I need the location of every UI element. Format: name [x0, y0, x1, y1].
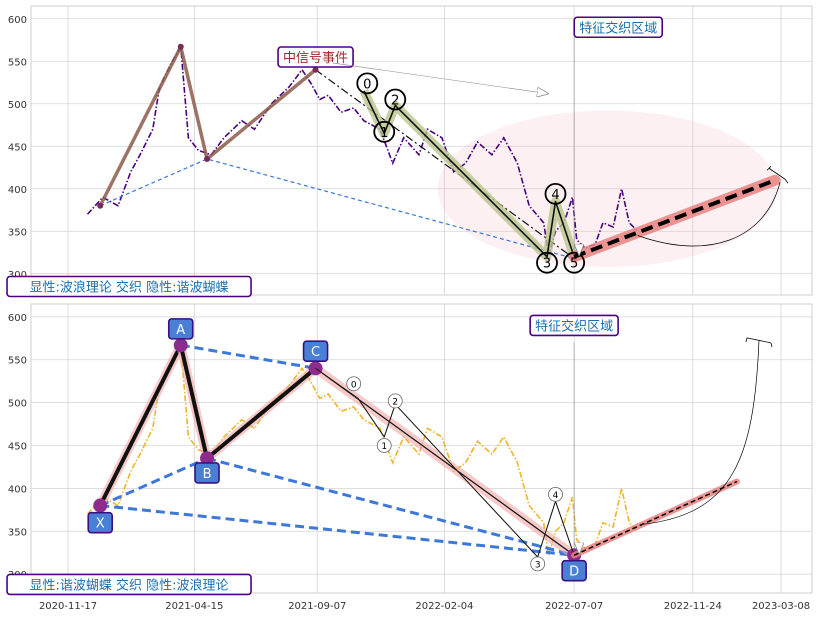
harmonic-label-box — [87, 511, 114, 534]
annotation-text: 特征交织区域 — [579, 20, 657, 36]
wave-label: 2 — [392, 397, 398, 407]
y-tick-label: 400 — [8, 185, 27, 196]
impulse-wave-line — [363, 90, 575, 258]
annotation-text: 中信号事件 — [283, 51, 348, 66]
harmonic-label-box — [302, 340, 329, 362]
x-tick-label: 2020-11-17 — [39, 601, 97, 612]
y-tick-label: 600 — [8, 313, 27, 324]
harmonic-label-box — [561, 559, 587, 582]
harmonic-dashed-leg — [99, 456, 208, 507]
y-tick-label: 450 — [8, 142, 27, 153]
harmonic-point — [177, 43, 184, 50]
x-tick-label: 2021-09-07 — [288, 601, 346, 612]
x-tick-label: 2022-11-24 — [664, 601, 722, 612]
projection-bracket — [766, 165, 789, 184]
harmonic-label-box — [167, 318, 194, 340]
wave-label-circle — [384, 88, 407, 111]
harmonic-point — [97, 202, 104, 209]
wave-label-circle — [536, 251, 558, 274]
wave-label-circle — [544, 182, 567, 205]
harmonic-dashed-leg — [100, 504, 575, 557]
harmonic-label: D — [569, 565, 579, 580]
annotation-box — [277, 46, 354, 68]
y-tick-label: 350 — [8, 227, 27, 238]
price-series-line — [86, 44, 639, 256]
wave-label: 4 — [551, 188, 559, 203]
wave-label: 2 — [391, 94, 399, 109]
x-tick-label: 2022-02-04 — [415, 601, 473, 612]
harmonic-leg — [98, 344, 183, 507]
annotation-text: 显性:波浪理论 交织 隐性:谐波蝴蝶 — [30, 280, 229, 296]
projection-bracket — [745, 337, 773, 347]
y-tick-label: 550 — [8, 356, 27, 367]
wave-label: 5 — [570, 257, 578, 272]
harmonic-point — [200, 451, 215, 466]
wave-label-circle — [387, 393, 403, 409]
wave-label-circle — [530, 556, 546, 572]
wave-label-circle — [346, 376, 362, 392]
projection-line — [573, 480, 738, 556]
harmonic-point — [204, 156, 211, 162]
top-panel: 300 350 400 450 500 550 600 0 1 2 3 4 5 中信号事件 特征交织区域显性… — [6, 5, 813, 298]
annotation-box — [529, 314, 619, 337]
harmonic-label: B — [203, 467, 212, 482]
signal-arrow — [332, 62, 547, 94]
plot-frame — [30, 5, 813, 296]
harmonic-leg — [178, 344, 209, 459]
annotation-box — [573, 16, 664, 39]
wave-label-circle — [376, 438, 392, 453]
x-tick-label: 2021-04-15 — [165, 601, 223, 612]
plot-area — [86, 337, 773, 563]
wave-label: 3 — [543, 257, 551, 272]
y-tick-label: 600 — [8, 15, 27, 26]
wave-label-circle — [356, 72, 379, 95]
harmonic-point — [312, 66, 319, 73]
y-tick-label: 500 — [8, 399, 27, 410]
harmonic-xbd-line — [99, 158, 575, 260]
y-tick-label: 400 — [8, 484, 27, 495]
wave-label: 4 — [553, 491, 559, 501]
wave-label: 1 — [381, 442, 387, 452]
wave-label: 1 — [380, 126, 388, 141]
harmonic-point — [93, 498, 108, 513]
harmonic-leg — [205, 366, 317, 460]
harmonic-dashed-leg — [180, 343, 316, 370]
annotation-text: 显性:谐波蝴蝶 交织 隐性:波浪理论 — [30, 577, 229, 593]
wave-label: 0 — [351, 380, 357, 390]
y-tick-label: 500 — [8, 100, 27, 111]
wave-label: 0 — [363, 77, 371, 92]
projection-arc — [641, 340, 760, 525]
harmonic-leg — [98, 46, 183, 207]
harmonic-leg — [179, 46, 209, 160]
harmonic-label-box — [194, 462, 220, 484]
x-tick-label: 2022-07-07 — [545, 601, 603, 612]
harmonic-cd-line — [315, 69, 575, 259]
bottom-panel: 3003504004505005506002020-11-172021-04-1… — [6, 303, 813, 612]
plot-area — [86, 43, 789, 267]
harmonic-leg — [205, 68, 317, 161]
annotation-box — [6, 275, 252, 298]
harmonic-dashed-leg — [206, 456, 575, 557]
wave-label: 3 — [535, 560, 541, 570]
harmonic-label: C — [311, 345, 320, 360]
annotation-text: 特征交织区域 — [535, 318, 613, 334]
y-tick-label: 300 — [8, 270, 27, 281]
harmonic-label: X — [96, 517, 105, 532]
projection-arc — [637, 182, 781, 247]
wave-label-circle — [373, 120, 396, 143]
harmonic-label: A — [176, 323, 185, 338]
harmonic-point — [173, 338, 188, 353]
projection-halo — [568, 174, 781, 263]
y-tick-label: 550 — [8, 57, 27, 68]
x-tick-label: 2023-03-08 — [752, 601, 810, 612]
annotation-box — [6, 573, 252, 596]
y-tick-label: 450 — [8, 441, 27, 452]
wave-label-circle — [548, 486, 563, 502]
y-tick-label: 350 — [8, 527, 27, 538]
